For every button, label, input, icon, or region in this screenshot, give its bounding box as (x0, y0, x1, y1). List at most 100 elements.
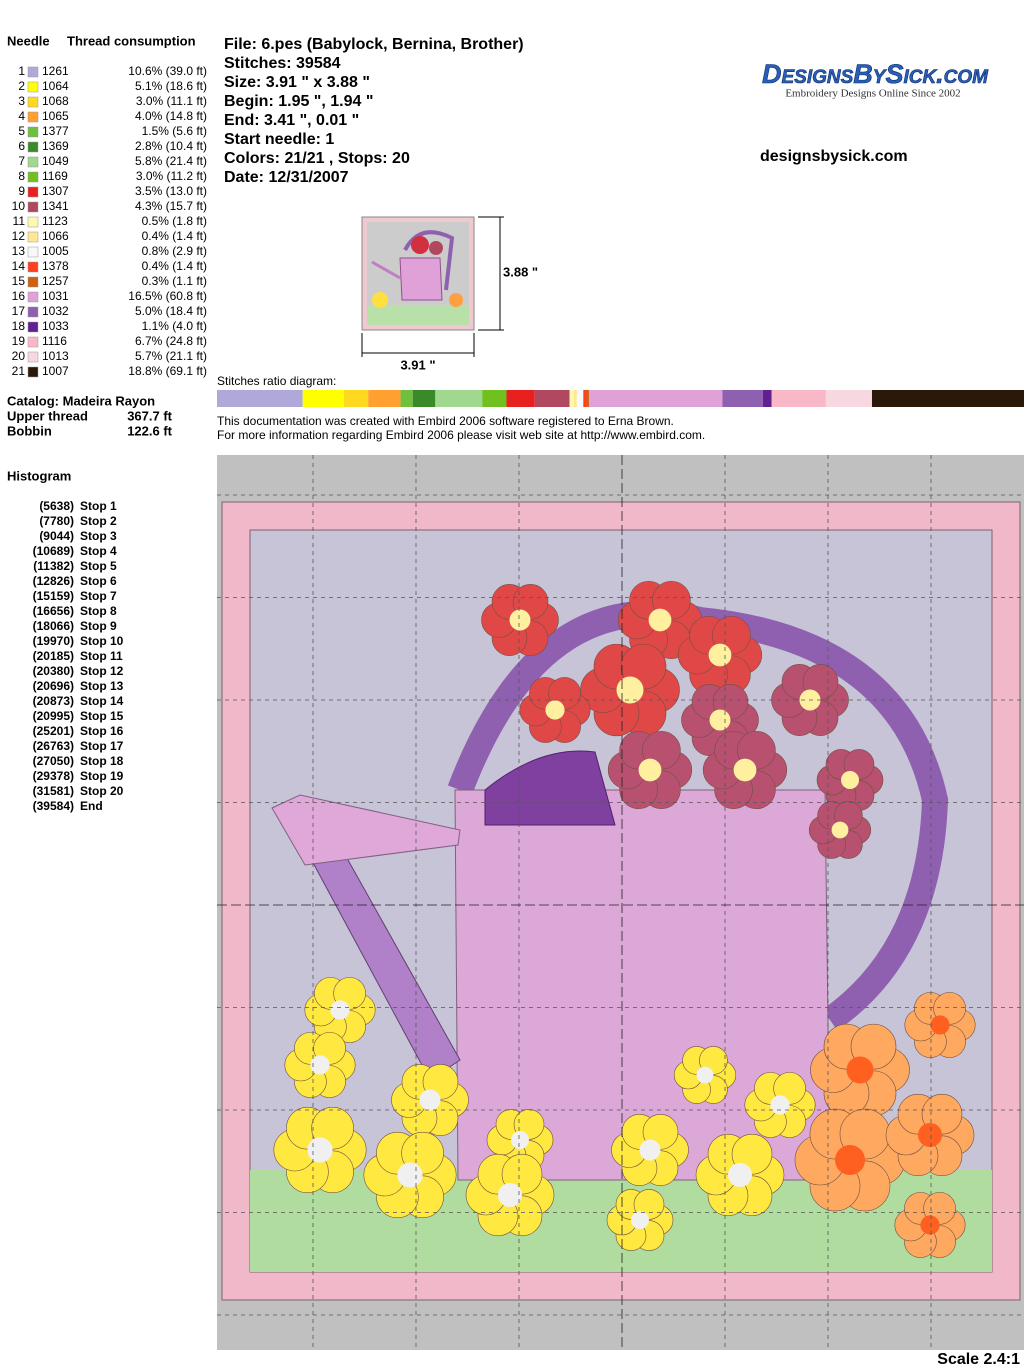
logo-name: DesignsBySick.com (762, 59, 989, 89)
ratio-segment (722, 390, 763, 407)
thread-code: 1369 (42, 139, 69, 153)
thread-consumption: 5.7% (21.1 ft) (135, 349, 207, 363)
flower-center (918, 1123, 942, 1147)
ratio-segment (506, 390, 535, 407)
ratio-segment (569, 390, 574, 407)
needle-number: 6 (18, 139, 25, 153)
needle-number: 11 (13, 214, 26, 228)
thread-consumption: 5.8% (21.4 ft) (135, 154, 207, 168)
ratio-segment (302, 390, 344, 407)
flower-center (831, 821, 849, 839)
stop-count: (39584) (33, 799, 74, 813)
thread-consumption: 0.8% (2.9 ft) (142, 244, 207, 258)
thread-code: 1169 (42, 169, 68, 183)
stop-label: Stop 4 (80, 544, 117, 558)
flower-center (708, 643, 732, 667)
thread-code: 1123 (42, 214, 68, 228)
thread-code: 1007 (42, 364, 69, 378)
preview-can (399, 257, 443, 301)
stop-count: (9044) (39, 529, 74, 543)
ratio-segment (573, 390, 577, 407)
needle-header: Needle (7, 33, 50, 48)
upper-value: 367.7 ft (127, 408, 172, 423)
preview-flowers (449, 293, 463, 307)
flower-center (419, 1089, 441, 1111)
flower-center (310, 1055, 330, 1075)
thread-consumption: 4.0% (14.8 ft) (135, 109, 207, 123)
thread-consumption: 0.4% (1.4 ft) (142, 259, 207, 273)
can-handle (447, 600, 949, 1031)
thread-code: 1064 (42, 79, 69, 93)
preview-flowers (429, 241, 443, 255)
stop-count: (31581) (33, 784, 74, 798)
thread-code: 1013 (42, 349, 69, 363)
info-line: Size: 3.91 " x 3.88 " (224, 74, 370, 91)
ratio-segment (343, 390, 369, 407)
thread-swatch (27, 216, 39, 228)
stop-count: (19970) (33, 634, 74, 648)
left-column: Needle Thread consumption Catalog: Madei… (7, 33, 207, 813)
thread-code: 1257 (42, 274, 69, 288)
design-view (217, 455, 1024, 1350)
thread-swatch (27, 81, 39, 93)
stop-label: Stop 2 (80, 514, 117, 528)
ratio-segment (583, 390, 587, 407)
info-line: File: 6.pes (Babylock, Bernina, Brother) (224, 36, 524, 53)
stop-label: Stop 5 (80, 559, 117, 573)
flower-center (307, 1137, 333, 1163)
thread-swatch (27, 261, 39, 273)
website: designsbysick.com (760, 148, 908, 165)
thread-consumption: 2.8% (10.4 ft) (135, 139, 207, 153)
flower-center (648, 608, 672, 632)
thread-code: 1005 (42, 244, 69, 258)
stop-count: (29378) (33, 769, 74, 783)
thread-code: 1116 (42, 334, 67, 348)
thread-swatch (27, 246, 39, 258)
thread-consumption: 0.5% (1.8 ft) (142, 214, 207, 228)
info-line: Start needle: 1 (224, 131, 334, 148)
preview-flowers (411, 236, 429, 254)
info-line: Stitches: 39584 (224, 55, 341, 72)
thread-swatch (27, 231, 39, 243)
thread-consumption: 3.5% (13.0 ft) (135, 184, 207, 198)
thread-swatch (27, 171, 39, 183)
stop-label: Stop 11 (80, 649, 123, 663)
flower-center (631, 1211, 649, 1229)
stop-label: Stop 17 (80, 739, 124, 753)
stop-count: (12826) (33, 574, 74, 588)
stop-count: (26763) (33, 739, 74, 753)
thread-swatch (27, 111, 39, 123)
needle-number: 21 (12, 364, 26, 378)
thread-consumption: 18.8% (69.1 ft) (128, 364, 207, 378)
thread-consumption: 4.3% (15.7 ft) (135, 199, 207, 213)
ratio-segment (435, 390, 483, 407)
thread-consumption: 3.0% (11.1 ft) (136, 94, 207, 108)
thread-swatch (27, 366, 39, 378)
stop-count: (20380) (33, 664, 74, 678)
height-label: 3.88 " (503, 264, 538, 279)
thread-code: 1049 (42, 154, 69, 168)
ratio-title: Stitches ratio diagram: (217, 374, 336, 388)
flower-center (616, 676, 644, 704)
flower-center (397, 1162, 423, 1188)
width-label: 3.91 " (400, 357, 435, 372)
bobbin-label: Bobbin (7, 423, 52, 438)
ratio-segment (217, 390, 303, 407)
stop-label: Stop 9 (80, 619, 117, 633)
consumption-header: Thread consumption (67, 33, 196, 48)
needle-number: 12 (12, 229, 26, 243)
needle-number: 14 (12, 259, 26, 273)
thread-code: 1032 (42, 304, 69, 318)
needle-number: 9 (18, 184, 25, 198)
stop-count: (20873) (33, 694, 74, 708)
thread-swatch (27, 276, 39, 288)
stop-label: Stop 18 (80, 754, 124, 768)
scale-label: Scale 2.4:1 (937, 1351, 1020, 1368)
needle-number: 8 (18, 169, 25, 183)
thread-swatch (27, 336, 39, 348)
thread-code: 1377 (42, 124, 69, 138)
stop-label: Stop 13 (80, 679, 124, 693)
flower-center (770, 1095, 790, 1115)
needle-number: 5 (18, 124, 25, 138)
